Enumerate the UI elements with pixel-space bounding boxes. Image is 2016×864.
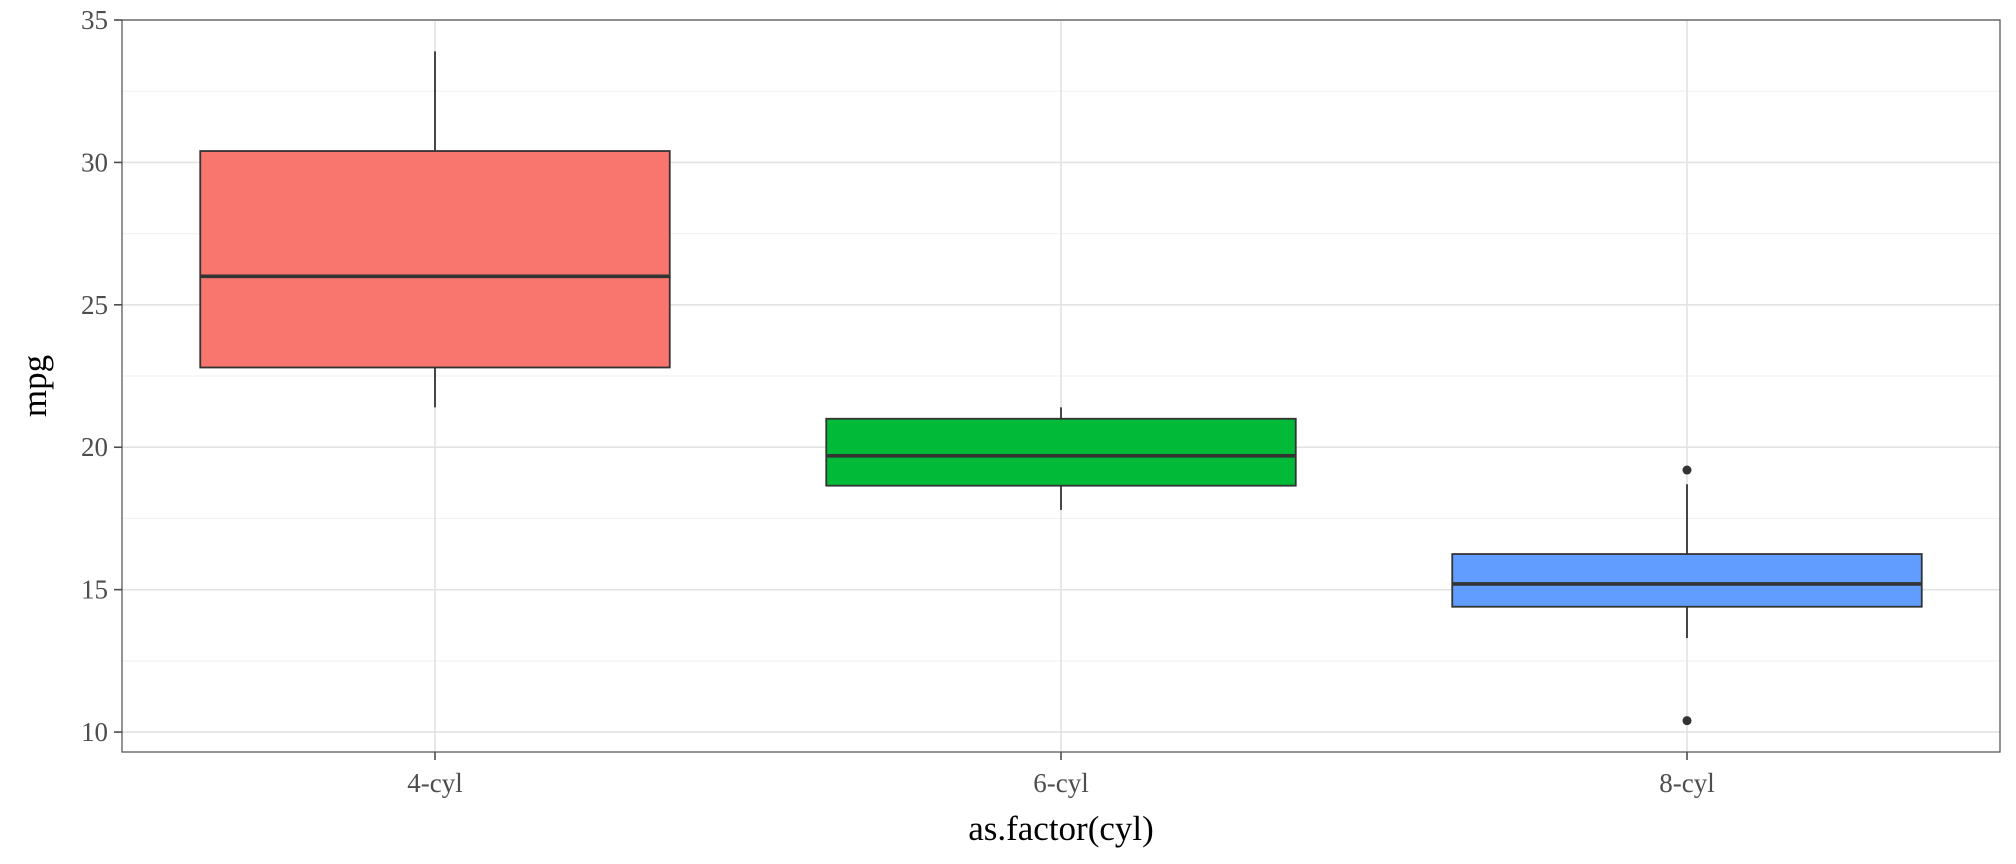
x-axis-title: as.factor(cyl) <box>968 809 1154 848</box>
box-series <box>199 51 1923 726</box>
box-body <box>1451 553 1923 608</box>
box-8-cyl <box>1451 465 1923 726</box>
axes: 10 15 20 25 30 35 4-cyl 6-cyl 8-cyl <box>81 5 1715 798</box>
y-tick-label: 20 <box>81 432 108 462</box>
y-axis-title: mpg <box>15 355 54 417</box>
y-tick-label: 15 <box>81 575 108 605</box>
x-tick-label: 4-cyl <box>407 768 462 798</box>
x-tick-label: 6-cyl <box>1033 768 1088 798</box>
outlier-point <box>1682 716 1692 726</box>
x-tick-label: 8-cyl <box>1659 768 1714 798</box>
box-body <box>825 417 1297 487</box>
box-6-cyl <box>825 407 1297 510</box>
y-tick-label: 30 <box>81 147 108 177</box>
y-tick-label: 25 <box>81 290 108 320</box>
y-tick-label: 35 <box>81 5 108 35</box>
box-4-cyl <box>199 51 671 408</box>
y-tick-label: 10 <box>81 717 108 747</box>
box-body <box>199 150 671 369</box>
grid-lines <box>122 19 2000 752</box>
outlier-point <box>1682 465 1692 475</box>
